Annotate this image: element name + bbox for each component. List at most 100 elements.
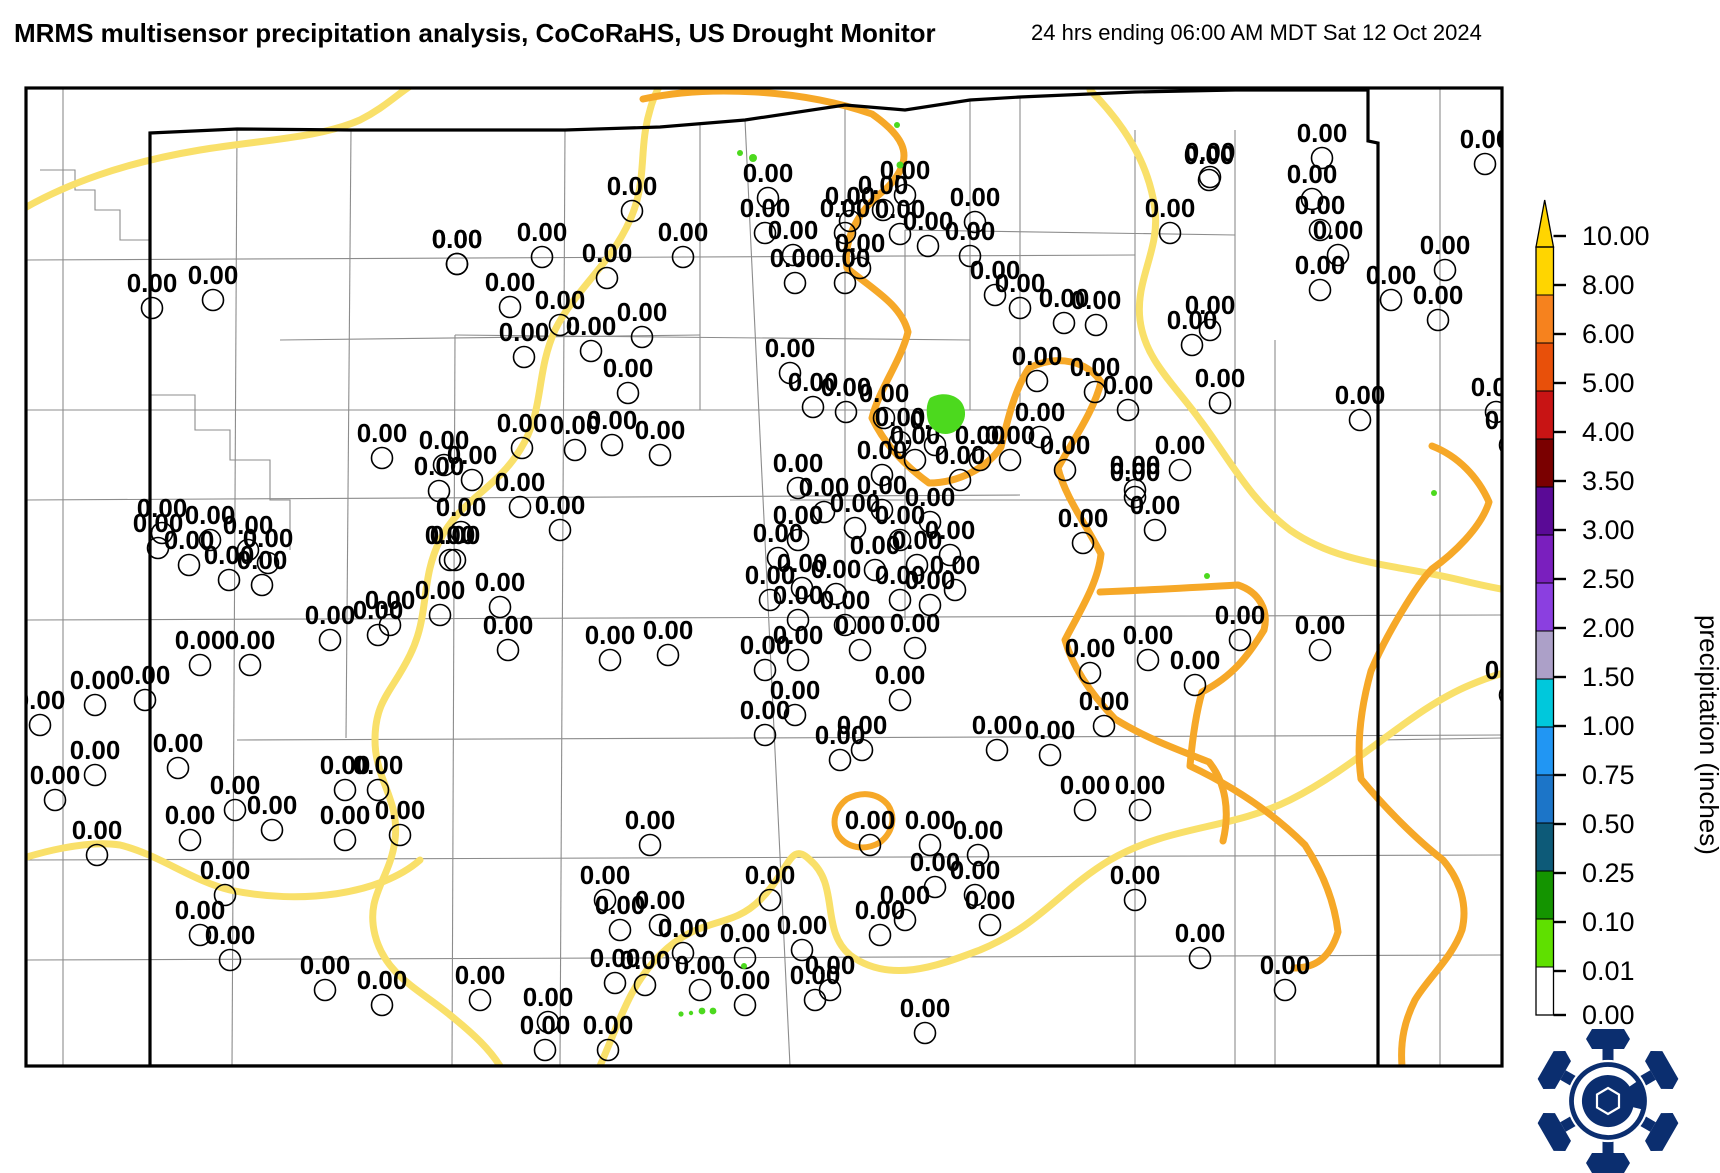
svg-text:0.00: 0.00: [765, 333, 816, 363]
svg-text:0.00: 0.00: [1287, 159, 1338, 189]
svg-text:0.00: 0.00: [773, 620, 824, 650]
svg-text:0.00: 0.00: [520, 1010, 571, 1040]
svg-text:2.50: 2.50: [1582, 564, 1635, 594]
svg-text:0.00: 0.00: [770, 675, 821, 705]
svg-text:0.00: 0.00: [1060, 770, 1111, 800]
svg-text:0.00: 0.00: [175, 625, 226, 655]
svg-text:0.00: 0.00: [188, 260, 239, 290]
svg-text:0.00: 0.00: [1660, 905, 1711, 935]
svg-text:0.00: 0.00: [137, 493, 188, 523]
svg-text:0.00: 0.00: [1012, 341, 1063, 371]
svg-text:0.00: 0.00: [475, 567, 526, 597]
svg-text:4.00: 4.00: [1582, 417, 1635, 447]
svg-text:0.00: 0.00: [603, 353, 654, 383]
svg-text:0.00: 0.00: [1313, 215, 1364, 245]
svg-text:0.00: 0.00: [535, 490, 586, 520]
svg-text:0.00: 0.00: [225, 625, 276, 655]
svg-text:0.00: 0.00: [1366, 260, 1417, 290]
svg-text:0.00: 0.00: [658, 217, 709, 247]
svg-text:0.00: 0.00: [1110, 450, 1161, 480]
svg-text:0.00: 0.00: [815, 720, 866, 750]
svg-text:0.00: 0.00: [1145, 193, 1196, 223]
svg-text:0.00: 0.00: [320, 800, 371, 830]
svg-text:0.00: 0.00: [1170, 645, 1221, 675]
svg-text:0.00: 0.00: [1130, 490, 1181, 520]
svg-text:0.00: 0.00: [300, 950, 351, 980]
svg-text:10.00: 10.00: [1582, 221, 1650, 251]
svg-text:0.00: 0.00: [777, 910, 828, 940]
svg-text:0.00: 0.00: [617, 297, 668, 327]
svg-text:0.00: 0.00: [790, 960, 841, 990]
svg-text:0.00: 0.00: [1670, 325, 1720, 355]
svg-text:0.00: 0.00: [1040, 430, 1091, 460]
svg-text:0.00: 0.00: [1413, 280, 1464, 310]
svg-text:0.00: 0.00: [1582, 1000, 1635, 1030]
svg-text:0.00: 0.00: [585, 620, 636, 650]
svg-text:0.00: 0.00: [499, 317, 550, 347]
svg-text:0.00: 0.00: [243, 523, 294, 553]
svg-text:0.00: 0.00: [432, 224, 483, 254]
svg-text:0.00: 0.00: [1065, 633, 1116, 663]
svg-text:0.00: 0.00: [497, 408, 548, 438]
svg-text:0.00: 0.00: [1485, 405, 1536, 435]
svg-text:0.00: 0.00: [15, 685, 66, 715]
svg-text:0.00: 0.00: [1297, 118, 1348, 148]
svg-text:0.00: 0.00: [1485, 655, 1536, 685]
svg-text:0.00: 0.00: [635, 415, 686, 445]
svg-text:0.00: 0.00: [945, 216, 996, 246]
svg-text:0.00: 0.00: [247, 790, 298, 820]
svg-text:0.00: 0.00: [845, 805, 896, 835]
svg-text:0.00: 0.00: [972, 710, 1023, 740]
svg-text:0.00: 0.00: [825, 181, 876, 211]
svg-text:0.00: 0.00: [1530, 182, 1581, 212]
svg-text:precipitation (inches): precipitation (inches): [1694, 615, 1720, 855]
svg-text:0.00: 0.00: [1471, 372, 1522, 402]
svg-text:0.00: 0.00: [353, 595, 404, 625]
svg-text:0.00: 0.00: [587, 405, 638, 435]
svg-text:0.00: 0.00: [1184, 140, 1235, 170]
svg-text:0.00: 0.00: [153, 728, 204, 758]
svg-text:6.00: 6.00: [1582, 319, 1635, 349]
svg-text:0.00: 0.00: [1260, 950, 1311, 980]
svg-text:0.00: 0.00: [905, 565, 956, 595]
svg-text:0.00: 0.00: [425, 520, 476, 550]
svg-text:0.00: 0.00: [835, 610, 886, 640]
svg-text:0.00: 0.00: [743, 158, 794, 188]
svg-text:0.00: 0.00: [566, 311, 617, 341]
svg-text:0.00: 0.00: [583, 1010, 634, 1040]
svg-text:0.00: 0.00: [120, 660, 171, 690]
svg-text:0.00: 0.00: [1195, 363, 1246, 393]
svg-text:0.00: 0.00: [305, 600, 356, 630]
svg-text:0.00: 0.00: [1185, 290, 1236, 320]
svg-text:0.00: 0.00: [1420, 230, 1471, 260]
svg-text:0.00: 0.00: [770, 243, 821, 273]
svg-text:0.00: 0.00: [900, 993, 951, 1023]
svg-text:0.00: 0.00: [1103, 370, 1154, 400]
svg-text:3.50: 3.50: [1582, 466, 1635, 496]
svg-text:0.00: 0.00: [1592, 160, 1643, 190]
svg-text:0.00: 0.00: [643, 615, 694, 645]
svg-text:0.00: 0.00: [1015, 397, 1066, 427]
svg-text:0.00: 0.00: [30, 760, 81, 790]
svg-text:0.00: 0.00: [415, 575, 466, 605]
svg-text:0.00: 0.00: [455, 960, 506, 990]
svg-text:0.75: 0.75: [1582, 760, 1635, 790]
svg-text:0.00: 0.00: [857, 435, 908, 465]
svg-text:0.00: 0.00: [773, 580, 824, 610]
svg-text:0.00: 0.00: [768, 215, 819, 245]
svg-text:0.00: 0.00: [127, 268, 178, 298]
svg-text:0.10: 0.10: [1582, 907, 1635, 937]
svg-text:0.00: 0.00: [70, 665, 121, 695]
svg-text:0.00: 0.00: [375, 795, 426, 825]
svg-text:0.00: 0.00: [517, 217, 568, 247]
svg-text:0.00: 0.00: [357, 418, 408, 448]
svg-text:0.00: 0.00: [1115, 770, 1166, 800]
svg-text:0.00: 0.00: [1071, 285, 1122, 315]
svg-text:0.00: 0.00: [582, 238, 633, 268]
svg-text:3.00: 3.00: [1582, 515, 1635, 545]
svg-text:0.00: 0.00: [875, 660, 926, 690]
svg-text:0.00: 0.00: [200, 855, 251, 885]
svg-text:0.25: 0.25: [1582, 858, 1635, 888]
svg-text:0.00: 0.00: [753, 518, 804, 548]
svg-text:0.00: 0.00: [625, 805, 676, 835]
